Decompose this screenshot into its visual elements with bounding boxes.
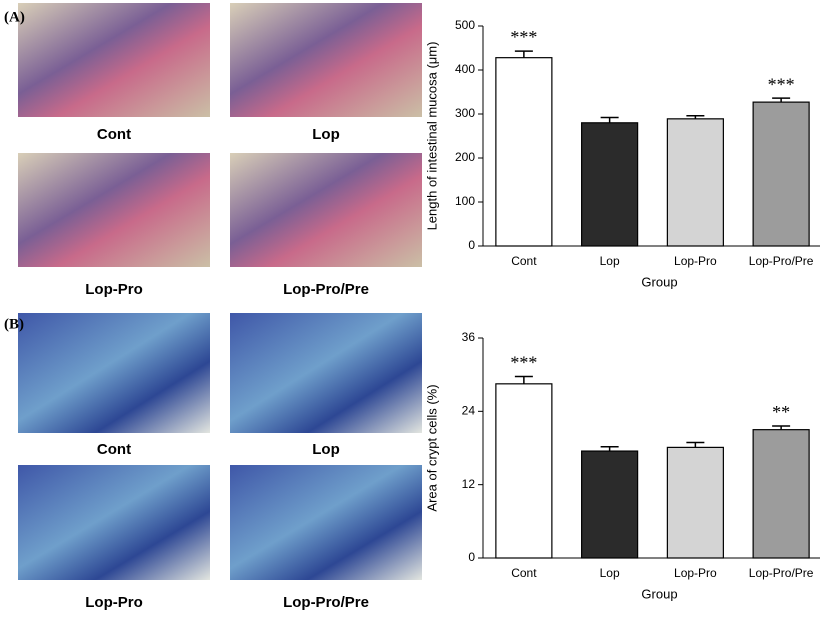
significance: *** <box>510 27 537 47</box>
bar <box>495 383 553 559</box>
x-tick-label: Cont <box>511 566 537 580</box>
y-tick-label: 400 <box>455 62 475 76</box>
micrograph <box>18 3 210 117</box>
panel-label: (B) <box>4 316 24 332</box>
image-caption: Lop <box>312 441 340 458</box>
micrograph <box>230 153 422 267</box>
bar <box>752 429 810 559</box>
y-tick-label: 200 <box>455 150 475 164</box>
y-tick-label: 100 <box>455 194 475 208</box>
x-tick-label: Lop-Pro <box>674 566 717 580</box>
x-axis-label: Group <box>641 274 677 289</box>
micrograph <box>230 465 422 580</box>
image-caption: Lop-Pro/Pre <box>283 594 369 611</box>
image-caption: Lop-Pro/Pre <box>283 281 369 298</box>
bar <box>666 118 724 247</box>
image-caption: Cont <box>97 126 131 143</box>
micrograph <box>18 465 210 580</box>
y-axis-label: Area of crypt cells (%) <box>424 384 439 511</box>
histology-images <box>18 3 422 580</box>
image-caption: Lop-Pro <box>85 281 143 298</box>
y-tick-label: 500 <box>455 18 475 32</box>
x-tick-label: Lop <box>600 566 620 580</box>
x-tick-label: Lop-Pro/Pre <box>749 254 814 268</box>
bar <box>666 446 724 559</box>
image-caption: Lop <box>312 126 340 143</box>
significance: *** <box>768 74 795 94</box>
micrograph <box>18 313 210 433</box>
bar <box>752 101 810 247</box>
bar <box>581 122 639 247</box>
significance: *** <box>510 353 537 373</box>
image-caption: Cont <box>97 441 131 458</box>
y-tick-label: 36 <box>462 330 476 344</box>
y-tick-label: 0 <box>468 550 475 564</box>
x-tick-label: Cont <box>511 254 537 268</box>
y-tick-label: 12 <box>462 477 476 491</box>
x-axis-label: Group <box>641 586 677 601</box>
image-caption: Lop-Pro <box>85 594 143 611</box>
micrograph <box>18 153 210 267</box>
significance: ** <box>772 402 790 422</box>
bar <box>581 450 639 559</box>
y-tick-label: 300 <box>455 106 475 120</box>
micrograph <box>230 3 422 117</box>
bar <box>495 57 553 247</box>
panel-label: (A) <box>4 9 25 25</box>
y-axis-label: Length of intestinal mucosa (μm) <box>424 42 439 231</box>
y-tick-label: 0 <box>468 238 475 252</box>
x-tick-label: Lop-Pro <box>674 254 717 268</box>
micrograph <box>230 313 422 433</box>
y-tick-label: 24 <box>462 404 476 418</box>
x-tick-label: Lop <box>600 254 620 268</box>
x-tick-label: Lop-Pro/Pre <box>749 566 814 580</box>
